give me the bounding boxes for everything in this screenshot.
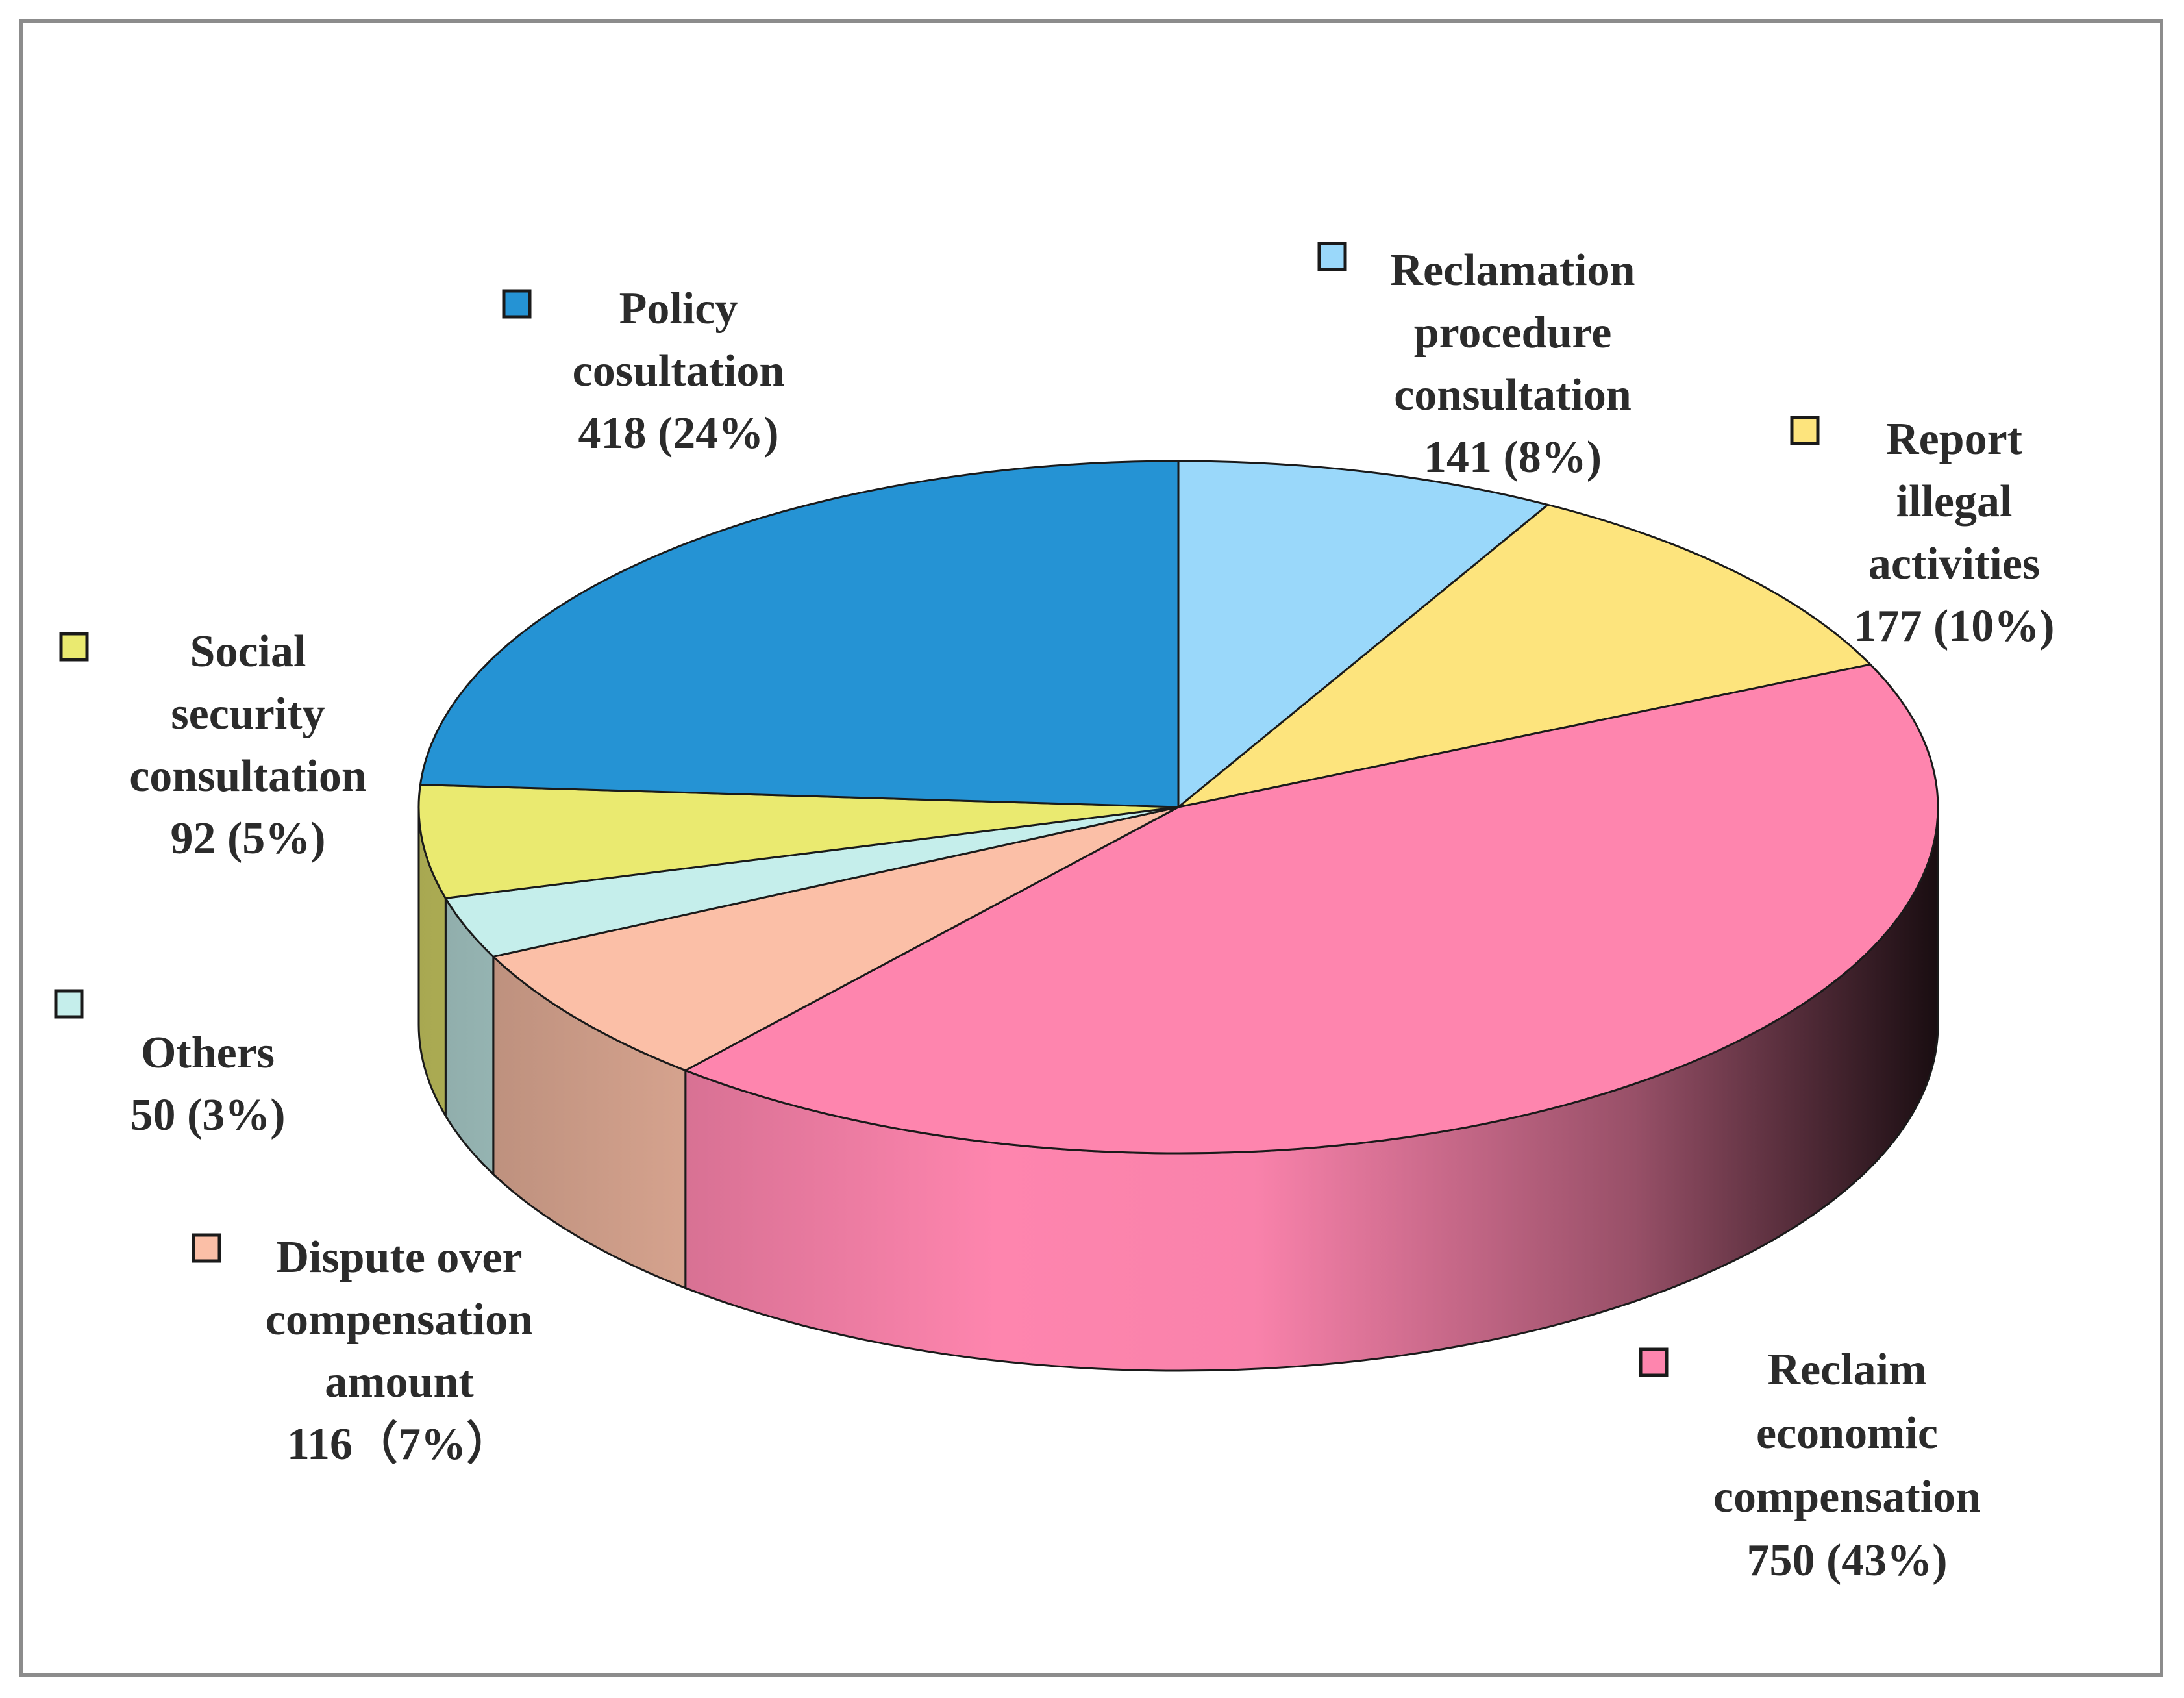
legend-marker [1317, 242, 1347, 271]
category-label: Dispute over [276, 1232, 522, 1282]
slice-label: Policy cosultation 418 (24%) [502, 284, 785, 458]
legend-marker [502, 289, 532, 319]
value-label: 141 (8%) [1424, 432, 1602, 482]
value-label: 92 (5%) [170, 814, 325, 864]
slice-labels: Reclamation procedure consultation 141 (8%)… [54, 242, 2055, 1586]
category-label: security [171, 689, 325, 739]
legend-marker [59, 632, 89, 662]
category-label: illegal [1896, 477, 2013, 527]
category-label: Reclamation [1390, 245, 1635, 295]
slice-top [684, 663, 1939, 1155]
category-label: amount [325, 1357, 473, 1407]
slice-top [419, 460, 1180, 808]
slice-label: Report illegal activities 177 (10%) [1790, 414, 2055, 651]
category-label: Social [190, 627, 306, 677]
slice-top [1177, 503, 1872, 808]
legend-marker [1639, 1347, 1669, 1377]
category-label: activities [1868, 539, 2040, 589]
category-label: Reclaim [1768, 1345, 1927, 1395]
slice-label: Social security consultation 92 (5%) [59, 627, 367, 864]
value-label: 418 (24%) [578, 408, 778, 458]
category-label: consultation [129, 751, 367, 801]
legend-marker [54, 989, 84, 1019]
pie-tops [417, 460, 1939, 1155]
category-label: consultation [1394, 370, 1632, 420]
slice-label: Reclamation procedure consultation 141 (8%) [1317, 242, 1635, 482]
category-label: Others [141, 1028, 275, 1078]
legend-marker [1790, 416, 1820, 445]
value-label: 116（7%） [287, 1419, 512, 1469]
category-label: compensation [1713, 1472, 1981, 1522]
category-label: economic [1756, 1408, 1938, 1458]
slice-top [1177, 460, 1549, 808]
slice-label: Others 50 (3%) [54, 989, 286, 1140]
value-label: 177 (10%) [1854, 601, 2054, 651]
value-label: 750 (43%) [1746, 1536, 1947, 1586]
slice-top [492, 806, 1180, 1072]
category-label: compensation [266, 1295, 533, 1345]
slice-label: Dispute over compensation amount 116（7%） [192, 1232, 533, 1469]
category-label: procedure [1414, 308, 1612, 358]
category-label: Report [1886, 414, 2022, 464]
legend-marker [192, 1233, 221, 1263]
slice-top [417, 783, 1180, 899]
category-label: Policy [619, 284, 738, 334]
slice-label: Reclaim economic compensation 750 (43%) [1639, 1345, 1981, 1586]
value-label: 50 (3%) [130, 1090, 285, 1140]
category-label: cosultation [573, 346, 785, 396]
